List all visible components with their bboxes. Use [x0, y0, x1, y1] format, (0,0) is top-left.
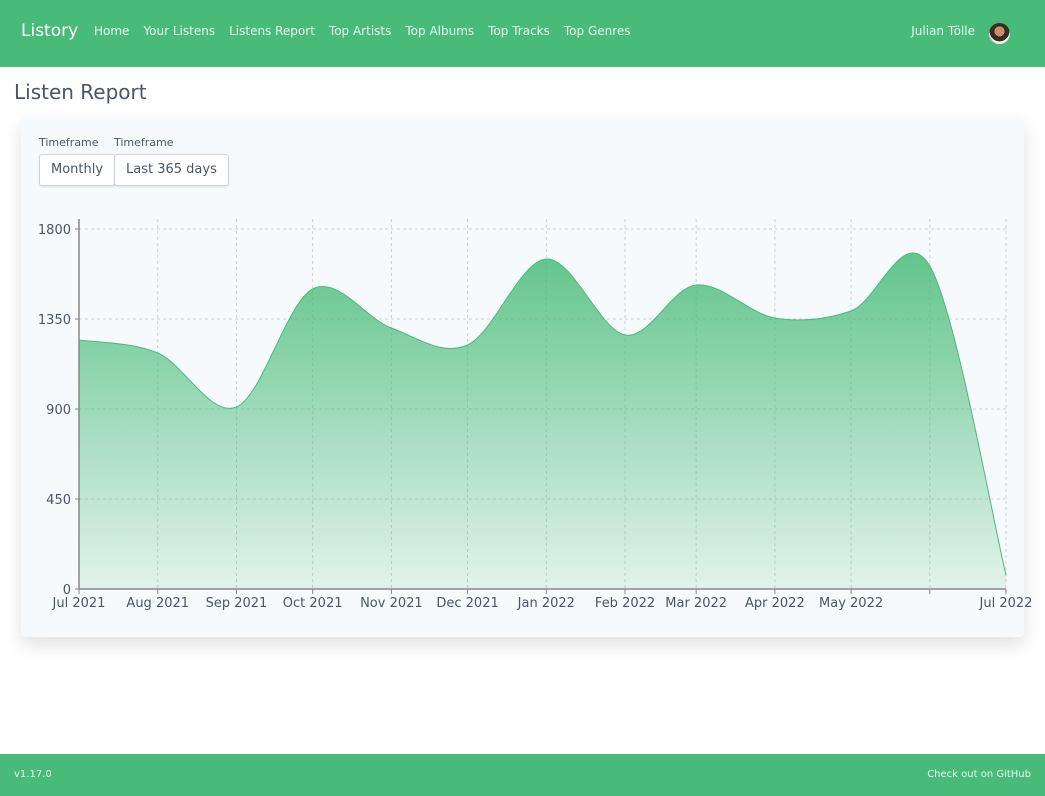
data-point	[157, 352, 159, 354]
nav-listens-report[interactable]: Listens Report	[229, 24, 315, 38]
nav-links: Home Your Listens Listens Report Top Art…	[94, 24, 631, 38]
listens-line	[78, 252, 1007, 576]
data-point	[929, 265, 931, 267]
github-link[interactable]: Check out on GitHub	[927, 769, 1031, 780]
x-tick-label: Nov 2021	[360, 596, 423, 611]
listens-area	[79, 252, 1006, 589]
x-tick-label: Feb 2022	[595, 596, 655, 611]
timeframe-label: Timeframe	[39, 136, 99, 149]
range-select[interactable]: Last 365 days	[114, 154, 229, 186]
x-tick-label: May 2022	[819, 596, 883, 611]
data-point	[467, 344, 469, 346]
x-tick-label: Jul 2021	[52, 596, 106, 611]
x-tick-label: Jan 2022	[517, 596, 575, 611]
data-point	[312, 288, 314, 290]
version-text: v1.17.0	[14, 769, 52, 780]
nav-top-albums[interactable]: Top Albums	[405, 24, 475, 38]
x-tick-label: Apr 2022	[745, 596, 805, 611]
data-point	[1005, 574, 1007, 576]
data-point	[850, 310, 852, 312]
navbar: Listory Home Your Listens Listens Report…	[0, 0, 1045, 67]
x-tick-label: Sep 2021	[206, 596, 268, 611]
x-tick-label: Oct 2021	[283, 596, 343, 611]
y-tick-label: 0	[63, 583, 71, 598]
nav-top-genres[interactable]: Top Genres	[563, 24, 631, 38]
x-tick-label: Dec 2021	[436, 596, 498, 611]
data-point	[624, 334, 626, 336]
nav-home[interactable]: Home	[94, 24, 130, 38]
range-label: Timeframe	[114, 136, 174, 149]
x-tick-label: Jul 2022	[979, 596, 1033, 611]
footer: v1.17.0 Check out on GitHub	[0, 754, 1045, 796]
user-name[interactable]: Julian Tölle	[911, 24, 975, 38]
page-title: Listen Report	[14, 80, 147, 104]
x-tick-label: Aug 2021	[126, 596, 189, 611]
y-tick-label: 1350	[38, 313, 71, 328]
data-point	[545, 258, 547, 260]
nav-your-listens[interactable]: Your Listens	[143, 24, 216, 38]
data-point	[695, 284, 697, 286]
y-tick-label: 450	[46, 493, 71, 508]
timeframe-select[interactable]: Monthly	[39, 154, 116, 186]
brand-logo[interactable]: Listory	[21, 21, 79, 41]
nav-top-tracks[interactable]: Top Tracks	[488, 24, 550, 38]
avatar[interactable]	[989, 23, 1010, 44]
data-point	[390, 327, 392, 329]
x-tick-label: Mar 2022	[665, 596, 727, 611]
data-point	[235, 406, 237, 408]
y-tick-label: 900	[46, 403, 71, 418]
y-tick-label: 1800	[38, 223, 71, 238]
nav-top-artists[interactable]: Top Artists	[328, 24, 392, 38]
data-point	[774, 317, 776, 319]
